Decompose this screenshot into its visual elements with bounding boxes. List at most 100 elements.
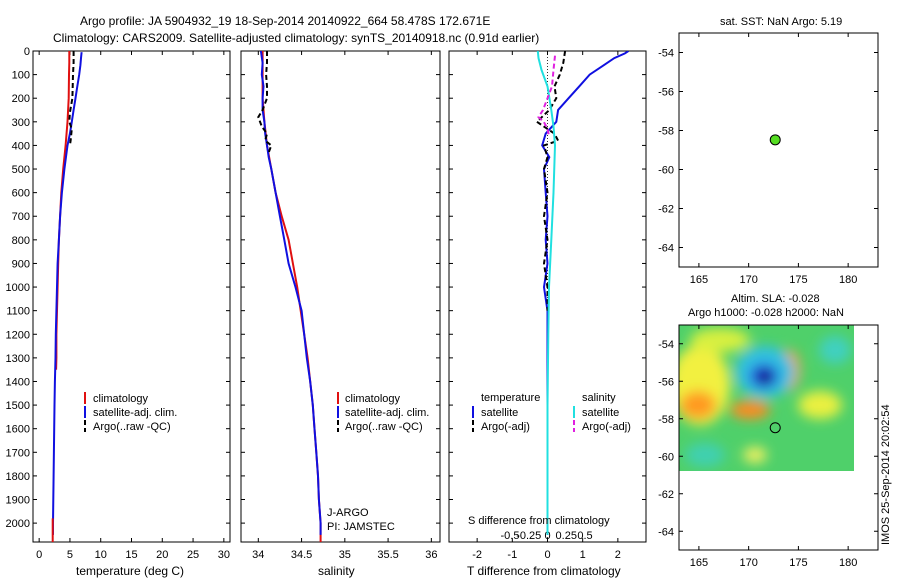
legend-label-temp-argo: Argo(-adj): [481, 421, 530, 433]
y-tick-label: 1300: [6, 353, 30, 365]
anomaly-orange-west: [680, 391, 716, 419]
sst-map-title: sat. SST: NaN Argo: 5.19: [720, 16, 842, 28]
map-y-tick-label: -54: [658, 339, 674, 351]
y-tick-label: 900: [12, 258, 30, 270]
y-tick-label: 1500: [6, 400, 30, 412]
map-x-tick-label: 180: [839, 274, 857, 286]
map-y-tick-label: -58: [658, 126, 674, 138]
map-y-tick-label: -64: [658, 243, 674, 255]
series-line-climatology: [55, 51, 71, 370]
difference-legend: temperature salinity satellite Argo(-adj…: [472, 392, 631, 433]
map-x-tick-label: 175: [789, 557, 807, 569]
anomaly-orange-center: [730, 401, 770, 419]
x-tick-label: 2: [615, 549, 621, 561]
x-tick-label: 15: [125, 549, 137, 561]
y-tick-label: 1400: [6, 376, 30, 388]
map-y-tick-label: -56: [658, 87, 674, 99]
x-tick-label: 35: [339, 549, 351, 561]
legend-label-satellite: satellite-adj. clim.: [93, 407, 177, 419]
y-tick-label: 200: [12, 93, 30, 105]
legend-header-temperature: temperature: [481, 392, 540, 404]
salinity-axes-box: [240, 50, 441, 543]
series-line-temperature-argo-adj-: [535, 51, 567, 311]
y-tick-label: 300: [12, 117, 30, 129]
map-y-tick-label: -56: [658, 376, 674, 388]
salinity-xlabel: salinity: [318, 564, 355, 578]
series-line-satellite-adj-clim-: [259, 51, 322, 535]
legend-label-argo: Argo(..raw -QC): [93, 421, 171, 433]
s-tick-label: -0.5: [501, 530, 520, 542]
argo-float-marker: [769, 422, 781, 434]
y-tick-label: 600: [12, 188, 30, 200]
x-tick-label: 25: [187, 549, 199, 561]
map-y-tick-label: -60: [658, 451, 674, 463]
annotation-pi: PI: JAMSTEC: [327, 521, 395, 533]
s-tick-label: -0.25: [516, 530, 541, 542]
legend-label-satellite: satellite-adj. clim.: [345, 407, 429, 419]
salinity-legend: climatology satellite-adj. clim. Argo(..…: [337, 392, 429, 433]
temperature-xlabel: temperature (deg C): [76, 564, 184, 578]
s-tick-label: 0.25: [556, 530, 577, 542]
map-y-tick-label: -54: [658, 48, 674, 60]
legend-label-temp-satellite: satellite: [481, 407, 518, 419]
x-tick-label: 1: [580, 549, 586, 561]
anomaly-yellow-north: [690, 328, 750, 352]
x-tick-label: 36: [425, 549, 437, 561]
map-x-tick-label: 170: [739, 274, 757, 286]
y-tick-label: 100: [12, 70, 30, 82]
difference-panel: -2 -1 0 1 2 -0.5-0.25 0 0.25 0.5 T difference fr…: [448, 50, 647, 578]
series-line-salinity-satellite: [536, 51, 557, 535]
map-x-tick-label: 170: [739, 557, 757, 569]
x-tick-label: 0: [544, 549, 550, 561]
x-tick-label: 0: [36, 549, 42, 561]
s-axis-label: S difference from climatology: [468, 515, 610, 527]
anomaly-yellow-south: [743, 447, 767, 463]
legend-label-climatology: climatology: [93, 393, 149, 405]
x-tick-label: -1: [507, 549, 517, 561]
legend-header-salinity: salinity: [582, 392, 616, 404]
y-tick-label: 500: [12, 164, 30, 176]
sla-map-panel: Altim. SLA: -0.028 Argo h1000: -0.028 h2…: [658, 293, 879, 569]
series-line-argo-raw-qc-: [68, 51, 75, 146]
sst-map-axes-box: [678, 32, 879, 268]
temperature-axes-box: [32, 50, 231, 543]
x-tick-label: 35.5: [377, 549, 398, 561]
legend-label-argo: Argo(..raw -QC): [345, 421, 423, 433]
sla-map-title-1: Altim. SLA: -0.028: [731, 293, 820, 305]
y-tick-label: 700: [12, 211, 30, 223]
x-tick-label: 5: [67, 549, 73, 561]
anomaly-cyan-east: [819, 336, 851, 364]
map-y-tick-label: -58: [658, 414, 674, 426]
y-tick-label: 1000: [6, 282, 30, 294]
legend-label-climatology: climatology: [345, 393, 401, 405]
x-tick-label: -2: [472, 549, 482, 561]
y-tick-label: 0: [24, 46, 30, 58]
map-x-tick-label: 180: [839, 557, 857, 569]
legend-label-sal-satellite: satellite: [582, 407, 619, 419]
x-tick-label: 10: [95, 549, 107, 561]
anomaly-darkblue: [758, 370, 772, 384]
y-tick-label: 2000: [6, 518, 30, 530]
salinity-panel: 34 34.5 35 35.5 36 salinity climatology sate…: [240, 50, 441, 578]
x-tick-label: 34.5: [291, 549, 312, 561]
y-tick-label: 1600: [6, 424, 30, 436]
annotation-jargo: J-ARGO: [327, 507, 369, 519]
temperature-legend: climatology satellite-adj. clim. Argo(..…: [84, 392, 177, 433]
map-y-tick-label: -64: [658, 526, 674, 538]
y-tick-label: 400: [12, 140, 30, 152]
s-tick-label: 0.5: [577, 530, 592, 542]
map-x-tick-label: 165: [690, 557, 708, 569]
y-tick-label: 1900: [6, 495, 30, 507]
anomaly-yellow-east: [798, 391, 842, 419]
y-tick-label: 1800: [6, 471, 30, 483]
legend-label-sal-argo: Argo(-adj): [582, 421, 631, 433]
title-line-2: Climatology: CARS2009. Satellite-adjuste…: [53, 31, 539, 45]
map-y-tick-label: -60: [658, 165, 674, 177]
map-x-tick-label: 175: [789, 274, 807, 286]
map-y-tick-label: -62: [658, 204, 674, 216]
map-y-tick-label: -62: [658, 489, 674, 501]
x-tick-label: 30: [218, 549, 230, 561]
difference-xlabel: T difference from climatology: [467, 564, 621, 578]
sst-map-panel: sat. SST: NaN Argo: 5.19 165 170 175 180 -54…: [658, 16, 879, 286]
